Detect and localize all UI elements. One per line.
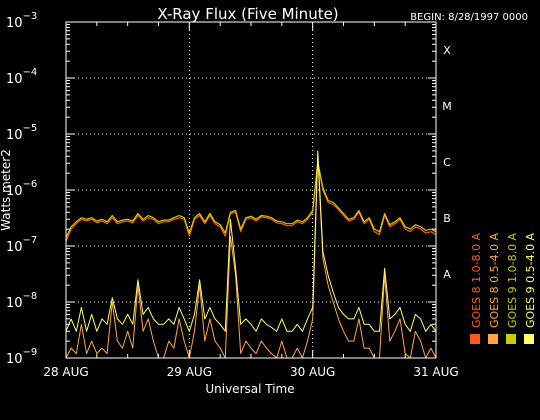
series-layer — [65, 150, 437, 359]
legend-label: GOES 9 1.0-8.0 A — [506, 232, 519, 328]
begin-date-label: BEGIN: 8/28/1997 0000 — [410, 12, 528, 23]
flare-class-label: A — [443, 268, 451, 281]
legend-swatch — [470, 334, 480, 344]
x-tick-label: 31 AUG — [413, 365, 458, 379]
flare-class-label: X — [443, 44, 451, 57]
legend-label: GOES 9 0.5-4.0 A — [524, 232, 537, 328]
legend: GOES 8 1.0-8.0 A GOES 8 0.5-4.0 A GOES 9 1… — [470, 232, 537, 344]
legend-swatch — [488, 334, 498, 344]
y-axis-label: Watts meter2 — [0, 149, 13, 231]
series-line-1 — [65, 162, 437, 242]
legend-swatch — [506, 334, 516, 344]
x-tick-label: 29 AUG — [167, 365, 212, 379]
flare-class-label: M — [442, 100, 452, 113]
legend-label: GOES 8 0.5-4.0 A — [488, 232, 501, 328]
flare-class-labels: X M C B A — [442, 44, 452, 281]
flare-class-label: B — [443, 212, 451, 225]
x-axis-ticks: 28 AUG 29 AUG 30 AUG 31 AUG — [43, 22, 459, 379]
series-line-4 — [65, 150, 437, 332]
chart-title: X-Ray Flux (Five Minute) — [157, 5, 338, 23]
flare-class-label: C — [443, 156, 451, 169]
x-axis-label: Universal Time — [205, 382, 294, 396]
legend-swatch — [524, 334, 534, 344]
x-tick-label: 28 AUG — [43, 365, 88, 379]
legend-label: GOES 8 1.0-8.0 A — [470, 232, 483, 328]
x-tick-label: 30 AUG — [290, 365, 335, 379]
series-line-3 — [65, 161, 437, 239]
